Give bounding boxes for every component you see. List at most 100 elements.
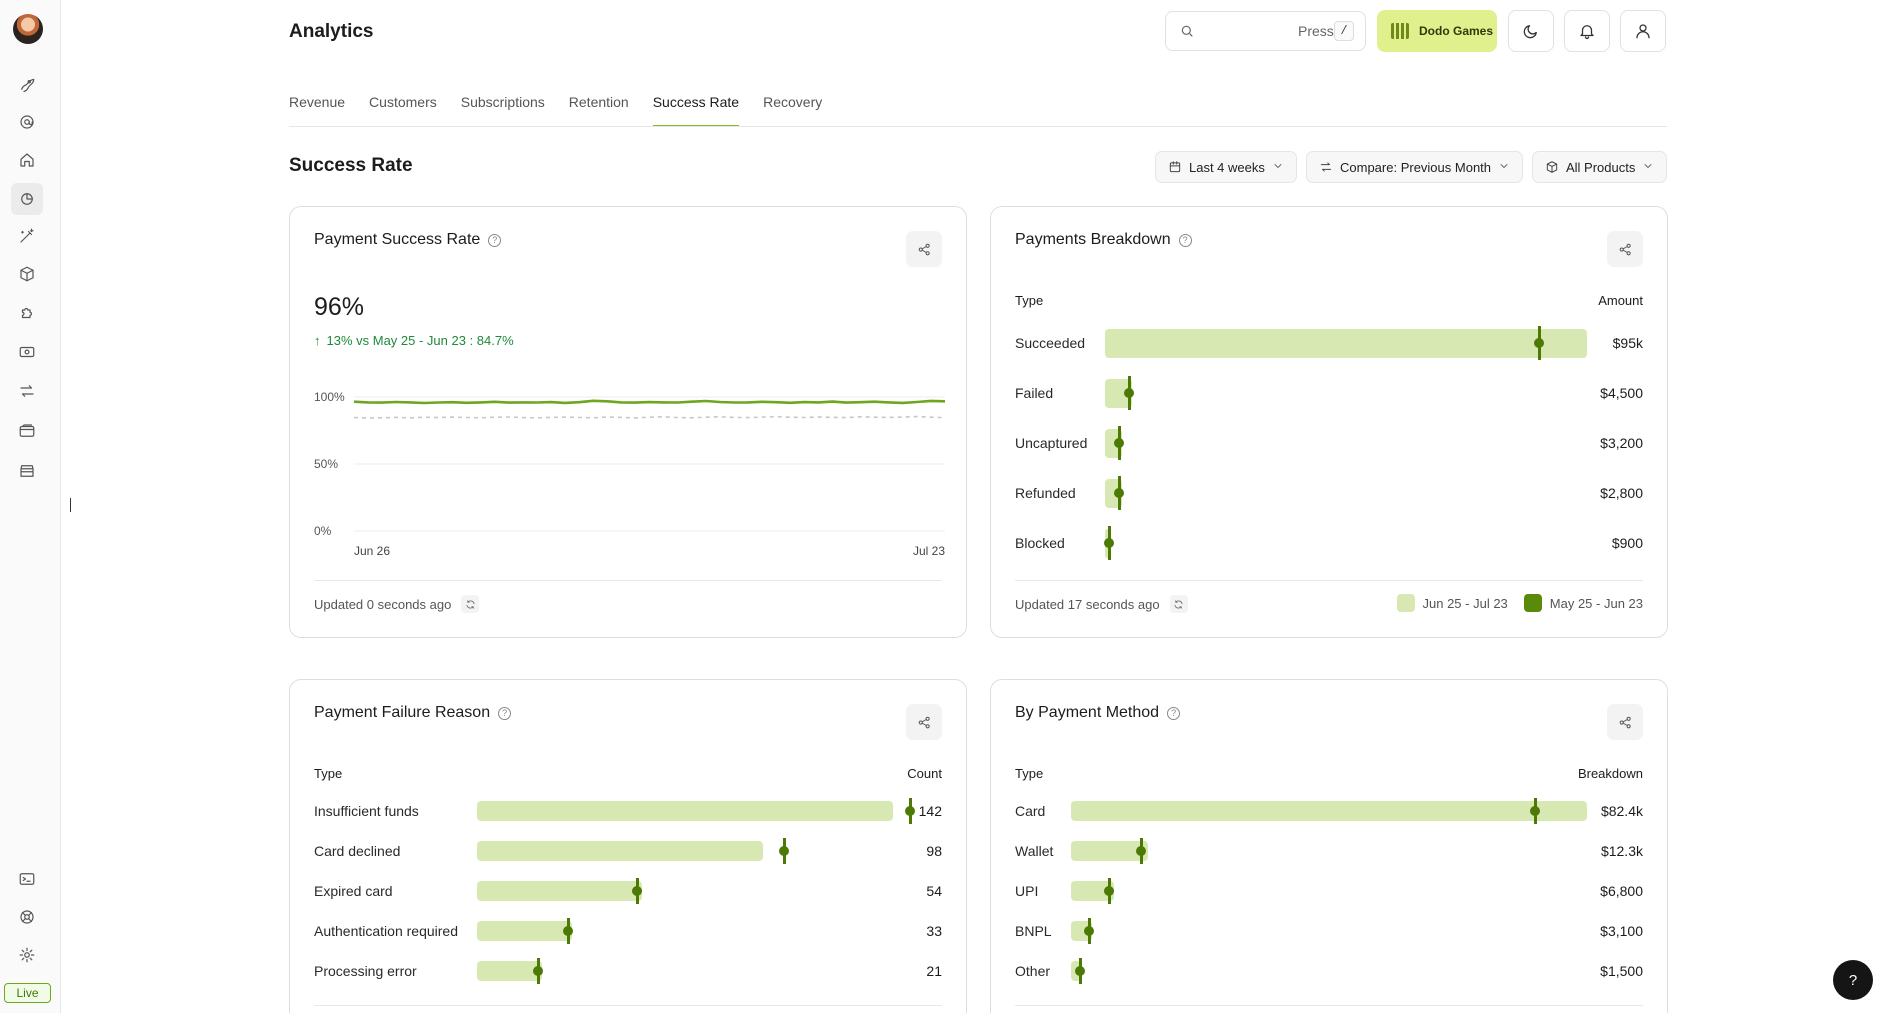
search-icon — [1179, 23, 1195, 44]
search-shortcut-key: / — [1334, 21, 1354, 41]
card-title: Payment Success Rate ? — [314, 231, 502, 249]
share-button[interactable] — [906, 231, 942, 267]
date-range-filter[interactable]: Last 4 weeks — [1155, 151, 1297, 183]
tab-subscriptions[interactable]: Subscriptions — [460, 94, 545, 110]
rocket-icon[interactable] — [16, 73, 38, 95]
card-title-text: By Payment Method — [1015, 704, 1160, 721]
bar-current[interactable] — [477, 841, 763, 861]
analytics-icon[interactable] — [11, 183, 43, 215]
bar-previous-dot — [562, 926, 573, 936]
payment-success-rate-card: Payment Success Rate ? 96% ↑ 13% vs May … — [289, 206, 967, 638]
text-cursor — [70, 498, 71, 512]
bar-current[interactable] — [477, 801, 893, 821]
store-icon[interactable] — [16, 460, 38, 482]
column-header-type: Type — [1015, 293, 1044, 308]
banknote-icon[interactable] — [16, 341, 38, 363]
share-icon — [918, 716, 930, 728]
y-tick-label: 100% — [314, 390, 345, 404]
business-switcher-button[interactable]: Dodo Games — [1377, 10, 1497, 52]
moon-icon — [1523, 25, 1537, 39]
at-sign-icon[interactable] — [16, 111, 38, 133]
help-icon[interactable]: ? — [1178, 233, 1192, 247]
search-input[interactable]: Press / — [1165, 11, 1366, 51]
bar-previous-dot — [1114, 488, 1125, 498]
refresh-icon — [1174, 599, 1183, 609]
bar-current[interactable] — [1105, 478, 1122, 508]
row-label: Card declined — [314, 843, 401, 859]
column-header-type: Type — [314, 766, 343, 781]
compare-filter[interactable]: Compare: Previous Month — [1306, 151, 1524, 183]
tab-revenue[interactable]: Revenue — [289, 94, 346, 110]
row-label: Other — [1015, 963, 1051, 979]
home-icon[interactable] — [16, 149, 38, 171]
bar-previous-dot — [1074, 966, 1085, 976]
bar-current[interactable] — [1071, 881, 1114, 901]
share-icon — [1619, 716, 1631, 728]
bar-current[interactable] — [477, 881, 642, 901]
help-icon[interactable]: ? — [498, 706, 512, 720]
tab-retention[interactable]: Retention — [568, 94, 629, 110]
share-button[interactable] — [1607, 231, 1643, 267]
live-mode-badge[interactable]: Live — [4, 983, 51, 1003]
support-icon[interactable] — [16, 906, 38, 928]
row-value: 21 — [926, 963, 942, 979]
help-chat-button[interactable]: ? — [1833, 960, 1873, 1000]
tab-customers[interactable]: Customers — [369, 94, 437, 110]
profile-button[interactable] — [1620, 10, 1666, 52]
card-footer-divider — [1015, 1005, 1643, 1006]
magic-wand-icon[interactable] — [16, 225, 38, 247]
bar-current[interactable] — [1071, 801, 1587, 821]
row-value: $12.3k — [1600, 843, 1643, 859]
bar-current[interactable] — [1105, 428, 1122, 458]
row-value: 142 — [918, 803, 942, 819]
refresh-button[interactable] — [1169, 595, 1188, 613]
compare-arrows-icon — [1320, 162, 1332, 172]
box-icon[interactable] — [16, 263, 38, 285]
tab-success-rate[interactable]: Success Rate — [652, 93, 740, 127]
share-button[interactable] — [906, 704, 942, 740]
transfer-icon[interactable] — [16, 380, 38, 402]
row-label: Expired card — [314, 883, 393, 899]
series-previous-line[interactable] — [353, 415, 946, 419]
terminal-icon[interactable] — [16, 868, 38, 890]
bar-previous-dot — [632, 886, 643, 896]
card-title: Payments Breakdown ? — [1015, 231, 1192, 249]
theme-toggle-button[interactable] — [1508, 10, 1554, 52]
bar-previous-dot — [905, 806, 915, 816]
card-footer: Updated 0 seconds ago — [314, 595, 480, 613]
card-footer: Updated 17 seconds ago — [1015, 595, 1188, 613]
avatar[interactable] — [13, 14, 43, 44]
chevron-down-icon — [1498, 160, 1510, 175]
product-filter[interactable]: All Products — [1532, 151, 1668, 183]
box-icon — [1546, 161, 1558, 173]
legend-current: Jun 25 - Jul 23 — [1422, 595, 1508, 611]
tab-recovery[interactable]: Recovery — [763, 94, 823, 110]
row-label: Failed — [1015, 385, 1054, 401]
help-icon[interactable]: ? — [488, 233, 502, 247]
share-button[interactable] — [1607, 704, 1643, 740]
row-value: $95k — [1612, 335, 1643, 351]
bar-previous-dot — [1103, 886, 1114, 896]
notifications-button[interactable] — [1564, 10, 1610, 52]
payments-breakdown-card: Payments Breakdown ? Type Amount Succeed… — [990, 206, 1668, 638]
legend-swatch-current — [1396, 594, 1415, 612]
bar-current[interactable] — [1105, 328, 1587, 358]
sidebar: Live — [0, 0, 61, 1013]
wallet-icon[interactable] — [16, 420, 38, 442]
settings-icon[interactable] — [16, 944, 38, 966]
x-tick-label: Jul 23 — [913, 544, 945, 558]
bar-current[interactable] — [477, 961, 542, 981]
bar-previous-dot — [1124, 388, 1135, 398]
row-label: Uncaptured — [1015, 435, 1088, 451]
updated-text: Updated 17 seconds ago — [1015, 596, 1160, 612]
bar-current[interactable] — [1071, 841, 1149, 861]
puzzle-icon[interactable] — [16, 302, 38, 324]
help-icon[interactable]: ? — [1167, 706, 1181, 720]
series-current-line[interactable] — [353, 399, 946, 405]
chevron-down-icon — [1272, 160, 1284, 175]
share-icon — [918, 243, 930, 255]
row-value: $3,200 — [1600, 435, 1643, 451]
date-range-label: Last 4 weeks — [1189, 159, 1265, 175]
bar-current[interactable] — [477, 921, 573, 941]
refresh-button[interactable] — [461, 595, 480, 613]
